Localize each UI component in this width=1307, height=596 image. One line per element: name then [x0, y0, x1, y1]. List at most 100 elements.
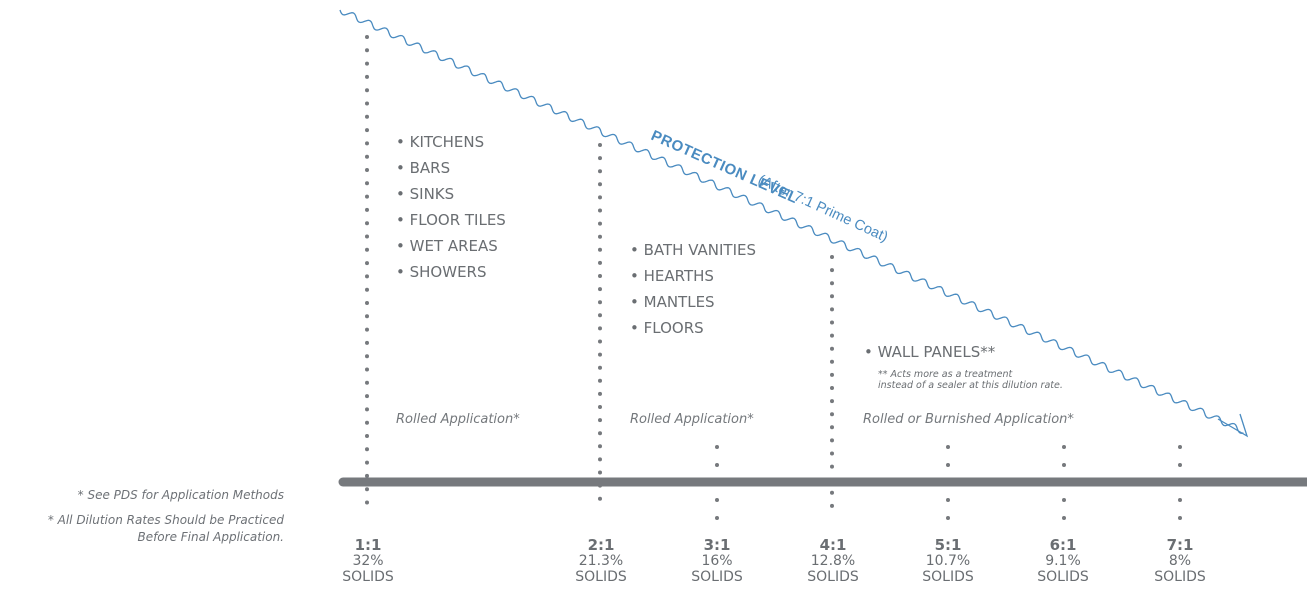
- list-item: WALL PANELS**: [864, 339, 996, 365]
- method-label: Rolled Application*: [630, 412, 754, 427]
- divider-dot: [365, 274, 369, 279]
- divider-dot: [598, 274, 602, 278]
- divider-dot: [598, 391, 602, 396]
- divider-dot: [365, 247, 369, 252]
- divider-dot: [830, 294, 834, 299]
- solids-percent: 21.3%: [578, 553, 624, 569]
- divider-dot: [598, 287, 602, 292]
- divider-dot: [830, 255, 834, 259]
- divider-dot: [830, 268, 834, 273]
- divider-dot: [365, 327, 369, 332]
- list-item: KITCHENS: [396, 129, 506, 155]
- divider-dot: [946, 498, 950, 502]
- ratio-value: 7:1: [1166, 536, 1194, 554]
- divider-dot: [830, 503, 834, 508]
- divider-dot: [1062, 445, 1066, 449]
- solids-percent: 10.7%: [925, 553, 971, 569]
- divider-dot: [365, 207, 369, 212]
- divider-dot: [598, 300, 602, 305]
- divider-dot: [365, 287, 369, 292]
- divider-dot: [1062, 463, 1066, 467]
- divider-dot: [1062, 498, 1066, 502]
- divider-dot: [365, 434, 369, 438]
- divider-dot: [365, 473, 369, 478]
- group-low-protection: WALL PANELS**: [864, 339, 996, 365]
- divider-dot: [598, 182, 602, 187]
- divider-dot: [365, 367, 369, 372]
- protection-level-wave: [339, 9, 1244, 434]
- dilution-7-1: 7:1 8% SOLIDS: [1135, 537, 1225, 585]
- divider-dot: [365, 354, 369, 359]
- dilution-3-1: 3:1 16% SOLIDS: [672, 537, 762, 585]
- divider-dot: [365, 35, 369, 39]
- divider-dot: [598, 496, 602, 501]
- divider-dot: [830, 451, 834, 456]
- divider-dot: [830, 425, 834, 430]
- divider-dot: [365, 301, 369, 305]
- divider-dot: [598, 457, 602, 462]
- divider-dot: [830, 346, 834, 351]
- divider-dot: [598, 470, 602, 475]
- ratio-value: 5:1: [934, 536, 962, 554]
- divider-dot: [830, 412, 834, 417]
- divider-dot: [598, 143, 602, 147]
- divider-dot: [598, 195, 602, 200]
- solids-label: SOLIDS: [1037, 569, 1089, 585]
- solids-percent: 16%: [701, 553, 733, 569]
- divider-dot: [365, 128, 369, 133]
- divider-dot: [365, 154, 369, 159]
- divider-dot: [365, 221, 369, 226]
- divider-dot: [365, 380, 369, 385]
- divider-dot: [598, 418, 602, 423]
- list-item: FLOOR TILES: [396, 207, 506, 233]
- divider-dot: [365, 487, 369, 492]
- divider-dot: [598, 221, 602, 226]
- divider-dot: [598, 156, 602, 161]
- divider-dot: [365, 340, 369, 345]
- divider-dot: [1062, 516, 1066, 520]
- group-medium-protection: BATH VANITIES HEARTHS MANTLES FLOORS: [630, 237, 756, 341]
- divider-dot: [715, 445, 719, 449]
- list-item: BATH VANITIES: [630, 237, 756, 263]
- solids-label: SOLIDS: [575, 569, 627, 585]
- divider-dot: [598, 313, 602, 318]
- divider-dot: [598, 260, 602, 265]
- divider-dot: [830, 438, 834, 443]
- divider-dot: [598, 169, 602, 174]
- list-item: MANTLES: [630, 289, 756, 315]
- protection-level-subtitle: (After 7:1 Prime Coat): [755, 172, 890, 245]
- divider-dot: [598, 405, 602, 409]
- list-item: FLOORS: [630, 315, 756, 341]
- note-dilution-practice: * All Dilution Rates Should be Practiced: [47, 513, 284, 527]
- divider-dot: [1178, 463, 1182, 467]
- divider-dot: [830, 320, 834, 325]
- divider-dot: [598, 431, 602, 436]
- dotted-dividers: [365, 35, 1182, 520]
- divider-dot: [715, 498, 719, 502]
- divider-dot: [830, 333, 834, 338]
- divider-dot: [598, 208, 602, 213]
- note-before-final: Before Final Application.: [137, 530, 284, 544]
- divider-dot: [830, 307, 834, 312]
- divider-dot: [598, 326, 602, 331]
- divider-dot: [598, 483, 602, 488]
- solids-percent: 32%: [352, 553, 384, 569]
- divider-dot: [1178, 445, 1182, 449]
- solids-label: SOLIDS: [691, 569, 743, 585]
- note-application-methods: * See PDS for Application Methods: [77, 488, 284, 502]
- divider-dot: [365, 261, 369, 266]
- divider-dot: [598, 352, 602, 357]
- solids-label: SOLIDS: [807, 569, 859, 585]
- solids-percent: 9.1%: [1045, 553, 1081, 569]
- list-item: SHOWERS: [396, 259, 506, 285]
- divider-dot: [365, 194, 369, 199]
- divider-dot: [715, 463, 719, 467]
- divider-dot: [365, 168, 369, 172]
- ratio-value: 3:1: [703, 536, 731, 554]
- divider-dot: [830, 386, 834, 390]
- method-label: Rolled or Burnished Application*: [863, 412, 1074, 427]
- divider-dot: [598, 365, 602, 370]
- arrowhead-icon: [1217, 413, 1249, 438]
- divider-dot: [365, 74, 369, 79]
- divider-dot: [830, 399, 834, 404]
